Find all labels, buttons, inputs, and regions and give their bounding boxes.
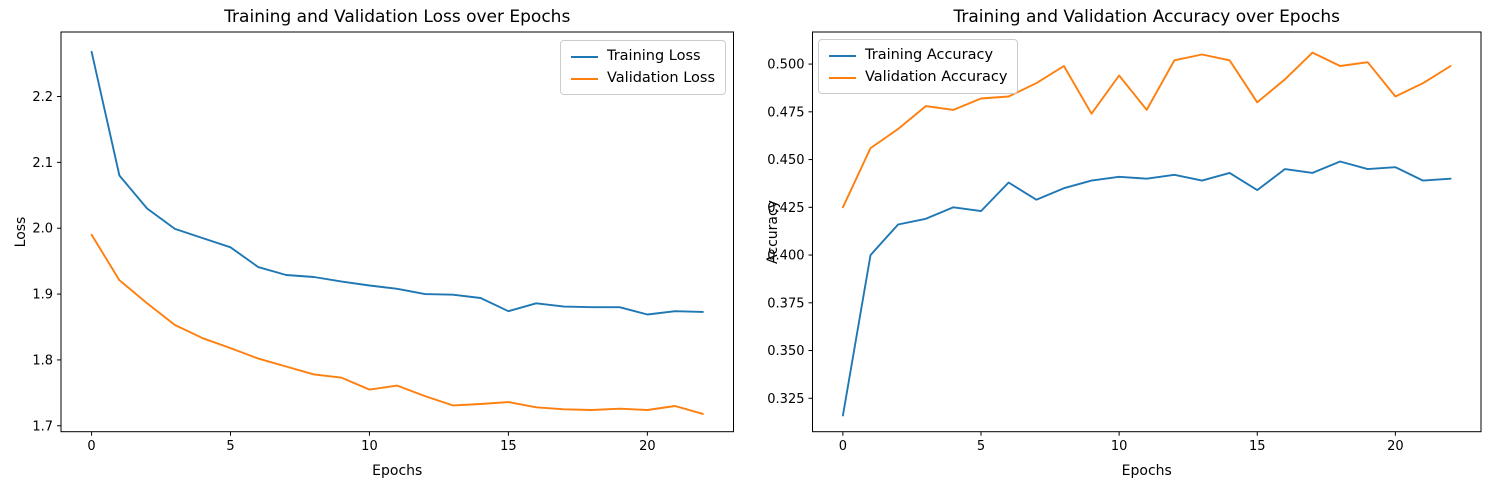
legend-line-sample: [570, 55, 598, 58]
accuracy-y-tick-label: 0.400: [767, 249, 804, 264]
loss-x-tick-label: 5: [226, 439, 234, 454]
legend-line-sample: [829, 76, 856, 79]
loss-x-tick-label: 0: [87, 439, 95, 454]
loss-plot-area: 0 5 10 15 20 1.7 1.8 1.9 2.0 2.1 2.2: [32, 31, 734, 454]
legend-item-training-loss: Training Loss: [570, 48, 715, 65]
loss-x-axis-label: Epochs: [372, 462, 423, 479]
legend-label: Training Loss: [606, 48, 701, 64]
training-accuracy-line: [841, 160, 1452, 417]
accuracy-plot-area: 0 5 10 15 20 0.325 0.350 0.375 0.400 0.425 0.450 0.…: [767, 31, 1482, 454]
accuracy-y-tick-label: 0.425: [767, 201, 804, 216]
loss-axes-spines: [60, 31, 734, 433]
accuracy-x-tick-label: 20: [1387, 439, 1404, 454]
loss-x-tick-label: 20: [639, 439, 656, 454]
accuracy-x-tick-label: 15: [1249, 439, 1266, 454]
loss-chart: Training and Validation Loss over Epochs…: [13, 7, 734, 479]
loss-y-tick-label: 2.2: [32, 90, 53, 105]
accuracy-x-tick-label: 10: [1111, 439, 1128, 454]
accuracy-y-tick-label: 0.325: [767, 392, 804, 407]
legend-line-sample: [570, 77, 598, 80]
loss-y-tick-label: 2.0: [32, 222, 53, 237]
accuracy-x-tick-label: 0: [839, 439, 847, 454]
validation-accuracy-line: [841, 51, 1452, 209]
loss-y-tick-label: 1.9: [32, 288, 53, 303]
accuracy-y-tick-label: 0.500: [767, 58, 804, 73]
accuracy-x-tick-label: 5: [977, 439, 985, 454]
accuracy-chart: Training and Validation Accuracy over Ep…: [745, 0, 1490, 490]
accuracy-y-tick-label: 0.350: [767, 344, 804, 359]
legend-item-validation-loss: Validation Loss: [570, 70, 715, 87]
accuracy-x-axis-label: Epochs: [1121, 462, 1172, 479]
loss-chart-title: Training and Validation Loss over Epochs: [224, 7, 571, 27]
training-loss-line: [90, 50, 704, 316]
legend-item-validation-accuracy: Validation Accuracy: [829, 69, 1007, 86]
validation-loss-line: [90, 233, 704, 415]
loss-legend: Training Loss Validation Loss: [559, 40, 726, 95]
loss-y-tick-label: 2.1: [32, 156, 53, 171]
accuracy-y-tick-label: 0.475: [767, 105, 804, 120]
loss-y-tick-label: 1.7: [32, 419, 53, 434]
loss-y-tick-label: 1.8: [32, 353, 53, 368]
legend-label: Training Accuracy: [865, 47, 994, 63]
loss-x-tick-label: 15: [500, 439, 517, 454]
legend-line-sample: [829, 54, 856, 57]
accuracy-y-tick-label: 0.375: [767, 296, 804, 311]
accuracy-y-tick-label: 0.450: [767, 153, 804, 168]
legend-label: Validation Accuracy: [865, 69, 1008, 85]
legend-label: Validation Loss: [606, 70, 715, 86]
accuracy-chart-title: Training and Validation Accuracy over Ep…: [953, 7, 1340, 27]
accuracy-axes-spines: [812, 31, 1482, 433]
loss-x-tick-label: 10: [361, 439, 378, 454]
legend-item-training-accuracy: Training Accuracy: [829, 47, 1007, 64]
accuracy-legend: Training Accuracy Validation Accuracy: [818, 39, 1019, 94]
